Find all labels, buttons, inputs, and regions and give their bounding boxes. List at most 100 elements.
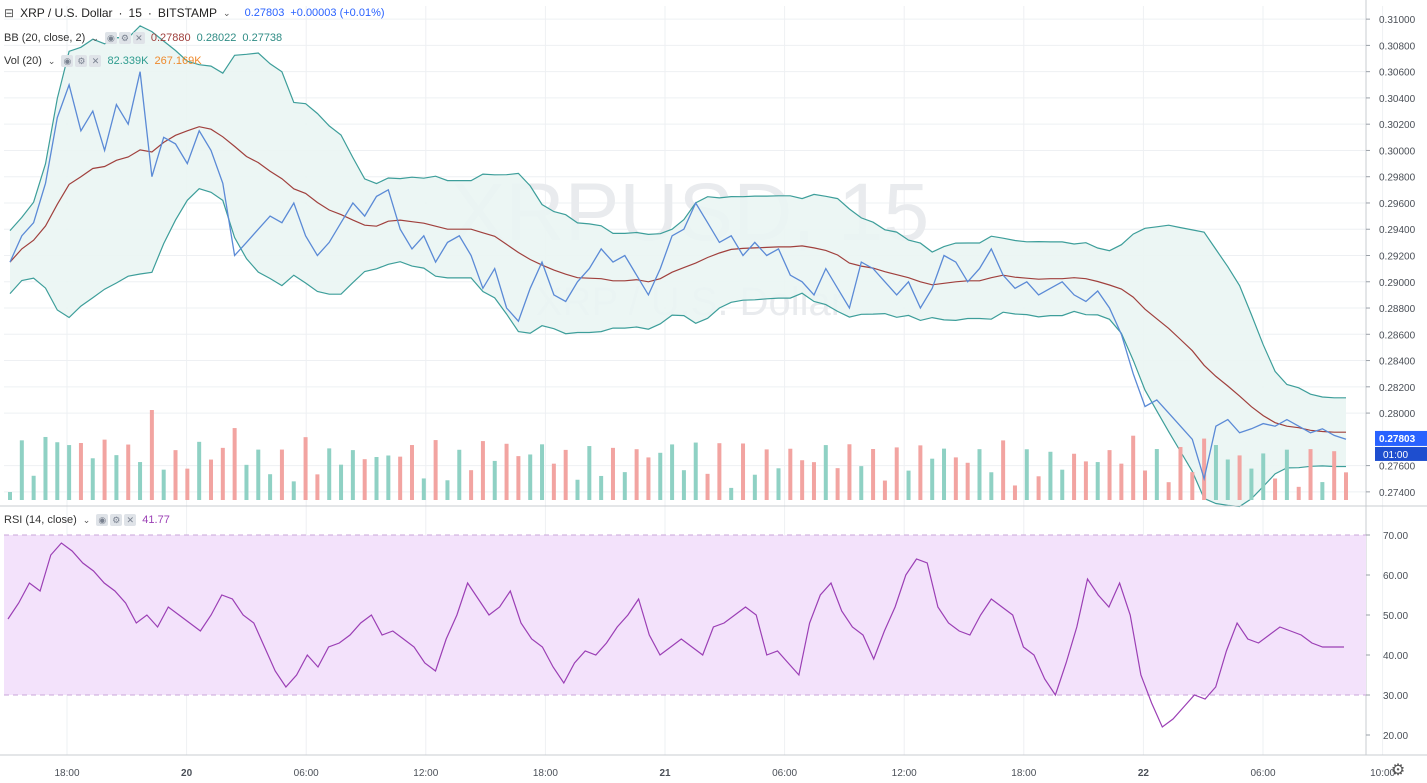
- vol-value: 82.339K: [107, 55, 149, 67]
- volume-bar: [599, 475, 604, 500]
- volume-bar: [1190, 472, 1195, 500]
- volume-bar: [149, 410, 154, 500]
- bb-basis-line: [9, 126, 1346, 433]
- eye-icon[interactable]: ◉: [96, 514, 109, 526]
- rsi-line: [7, 542, 1344, 728]
- volume-bar: [208, 459, 213, 500]
- volume-bar: [540, 444, 545, 500]
- gear-icon[interactable]: ⚙: [110, 514, 123, 526]
- volume-bar: [693, 442, 698, 500]
- volume-bar: [232, 428, 237, 500]
- volume-bar: [1166, 482, 1171, 500]
- eye-icon[interactable]: ◉: [61, 55, 74, 67]
- volume-bar: [516, 456, 521, 500]
- volume-bar: [421, 478, 426, 500]
- volume-bar: [670, 444, 675, 500]
- time-tick-label: 10:00: [1370, 768, 1395, 779]
- volume-bar: [1273, 478, 1278, 500]
- vol-legend: Vol (20) ⌄ ◉ ⚙ ✕ 82.339K 267.169K: [4, 55, 202, 67]
- volume-bar: [1261, 453, 1266, 500]
- eye-icon[interactable]: ◉: [104, 32, 117, 44]
- volume-bar: [90, 458, 95, 500]
- volume-bar: [8, 492, 12, 500]
- chevron-down-icon[interactable]: ⌄: [82, 514, 91, 525]
- volume-bar: [729, 487, 734, 500]
- volume-bar: [953, 457, 958, 500]
- exchange-label[interactable]: BITSTAMP: [157, 6, 218, 20]
- volume-bar: [528, 454, 533, 500]
- volume-bar: [705, 473, 710, 500]
- bb-label[interactable]: BB (20, close, 2): [4, 32, 86, 44]
- volume-bar: [114, 455, 119, 500]
- price-tick-label: 0.27600: [1379, 462, 1416, 473]
- bb-legend: BB (20, close, 2) ⌄ ◉ ⚙ ✕ 0.27880 0.2802…: [4, 32, 282, 44]
- gear-icon[interactable]: ⚙: [75, 55, 88, 67]
- volume-bar: [634, 449, 639, 500]
- gear-icon[interactable]: ⚙: [118, 32, 131, 44]
- volume-bar: [1320, 482, 1325, 500]
- price-change: +0.00003 (+0.01%): [290, 7, 385, 19]
- close-icon[interactable]: ✕: [124, 514, 137, 526]
- separator: ·: [118, 6, 123, 20]
- volume-bar: [1143, 470, 1148, 500]
- volume-bar: [741, 443, 746, 500]
- price-tick-label: 0.28000: [1379, 409, 1416, 420]
- collapse-icon[interactable]: ⊟: [4, 6, 15, 20]
- price-tick-label: 0.28400: [1379, 357, 1416, 368]
- volume-bar: [457, 449, 462, 500]
- close-icon[interactable]: ✕: [132, 32, 145, 44]
- symbol-label[interactable]: XRP / U.S. Dollar: [20, 6, 113, 20]
- volume-bar: [894, 447, 899, 500]
- chart-settings-gear-icon[interactable]: ⚙: [1390, 762, 1406, 779]
- volume-bar: [138, 462, 143, 500]
- price-tick-label: 0.30400: [1379, 94, 1416, 105]
- rsi-tick-label: 30.00: [1383, 691, 1408, 702]
- rsi-label[interactable]: RSI (14, close): [4, 514, 77, 526]
- interval-label[interactable]: 15: [128, 6, 142, 20]
- price-tick-label: 0.29600: [1379, 199, 1416, 210]
- volume-bar: [717, 443, 722, 500]
- volume-bar: [386, 455, 391, 500]
- rsi-tick-label: 50.00: [1383, 611, 1408, 622]
- volume-bar: [1001, 440, 1006, 500]
- bb-upper-value: 0.28022: [196, 32, 237, 44]
- time-tick-label: 20: [181, 768, 193, 779]
- rsi-tick-label: 40.00: [1383, 651, 1408, 662]
- volume-bar: [563, 449, 568, 500]
- volume-bar: [681, 470, 686, 500]
- price-tick-label: 0.28200: [1379, 383, 1416, 394]
- chevron-down-icon[interactable]: ⌄: [91, 32, 99, 43]
- volume-bar: [1095, 462, 1100, 500]
- separator: ·: [147, 6, 152, 20]
- price-tick-label: 0.30200: [1379, 120, 1416, 131]
- price-tick-label: 0.27400: [1379, 488, 1416, 499]
- volume-bar: [126, 444, 131, 500]
- volume-bar: [480, 441, 485, 500]
- time-tick-label: 06:00: [1250, 768, 1275, 779]
- volume-bar: [622, 472, 627, 500]
- volume-bar: [1213, 445, 1218, 500]
- volume-bar: [1024, 449, 1029, 500]
- price-tick-label: 0.29200: [1379, 252, 1416, 263]
- last-price-label-bg: [1375, 430, 1427, 446]
- volume-bar: [788, 448, 793, 500]
- volume-bar: [1012, 485, 1017, 500]
- rsi-legend: RSI (14, close) ⌄ ◉ ⚙ ✕ 41.77: [4, 514, 170, 526]
- close-icon[interactable]: ✕: [89, 55, 102, 67]
- volume-bar: [102, 439, 107, 500]
- chevron-down-icon[interactable]: ⌄: [223, 7, 231, 18]
- volume-bar: [1308, 449, 1313, 500]
- volume-bar: [303, 437, 308, 500]
- chevron-down-icon[interactable]: ⌄: [47, 55, 56, 66]
- time-tick-label: 12:00: [413, 768, 438, 779]
- volume-bar: [504, 443, 509, 500]
- time-tick-label: 06:00: [294, 768, 319, 779]
- volume-bar: [658, 452, 663, 500]
- time-tick-label: 18:00: [1011, 768, 1036, 779]
- volume-bar: [327, 448, 332, 500]
- last-price: 0.27803: [244, 7, 285, 19]
- vol-label[interactable]: Vol (20): [4, 55, 42, 67]
- volume-bar: [764, 449, 769, 500]
- time-tick-label: 18:00: [54, 768, 79, 779]
